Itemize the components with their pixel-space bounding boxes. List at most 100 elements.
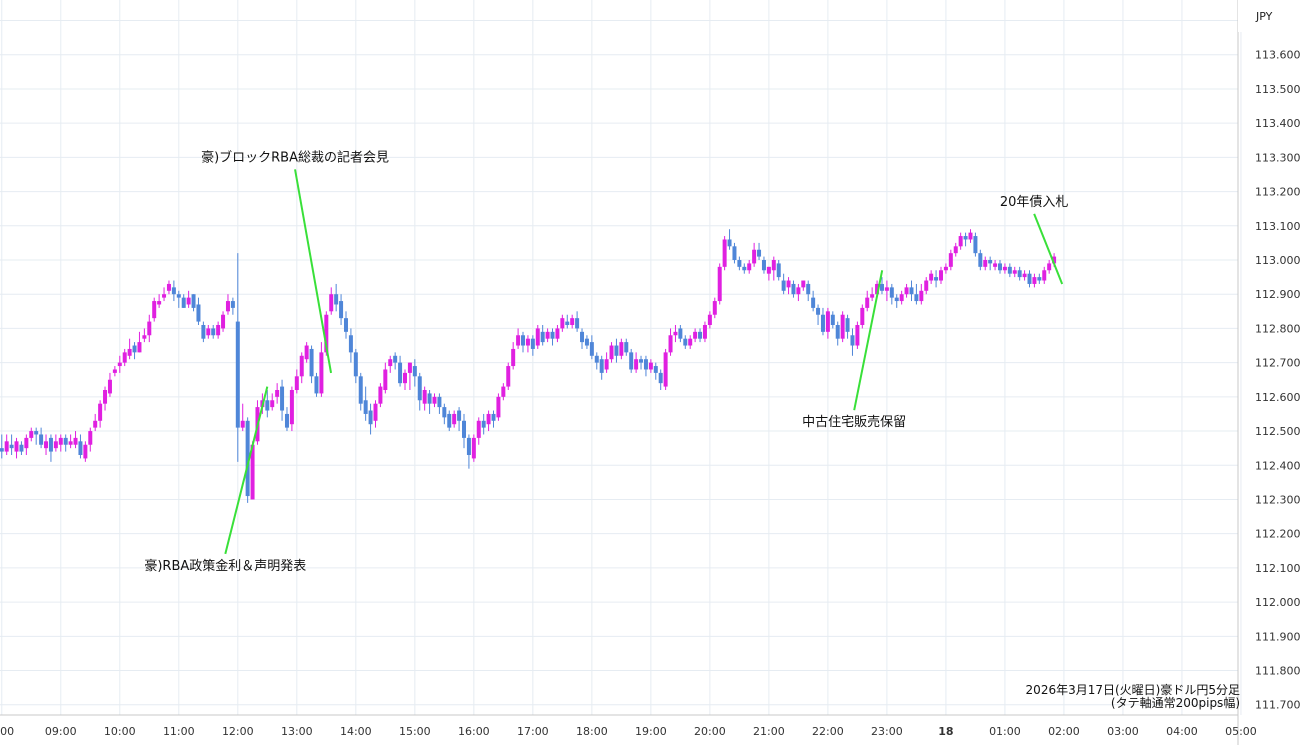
- candle-body: [1037, 277, 1042, 281]
- candle-body: [722, 239, 727, 267]
- annotation-line: [1033, 213, 1064, 285]
- candle-body: [1022, 273, 1027, 278]
- candle-body: [820, 314, 825, 332]
- y-tick-label: 113.200: [1255, 186, 1300, 199]
- candle-body: [383, 369, 388, 390]
- time-axis[interactable]: 8:00 09:00 10:00 11:00 12:00 13:00 14:00 15:00 1…: [0, 714, 1257, 738]
- candle-body: [481, 420, 486, 428]
- candle-body: [806, 283, 811, 295]
- candle-body: [250, 444, 255, 500]
- x-tick-label: 13:00: [281, 725, 313, 738]
- candle-body: [825, 311, 830, 332]
- candle-body: [904, 287, 909, 295]
- candle-body: [181, 297, 186, 308]
- y-tick-label: 112.800: [1255, 322, 1300, 335]
- annotation-label: 豪)ブロックRBA総裁の記者会見: [201, 149, 389, 165]
- candle-body: [948, 253, 953, 267]
- candle-body: [427, 393, 432, 404]
- candle-body: [643, 359, 648, 370]
- candle-body: [270, 400, 275, 408]
- x-tick-label: 17:00: [517, 725, 549, 738]
- candle-body: [516, 335, 521, 346]
- candle-body: [678, 328, 683, 339]
- candle-body: [786, 280, 791, 288]
- candle-body: [314, 376, 319, 394]
- candle-body: [452, 413, 457, 425]
- candle-body: [879, 283, 884, 291]
- candle-body: [0, 448, 4, 452]
- candle-body: [83, 444, 88, 459]
- caption-line-2: (タテ軸通常200pips幅): [1110, 696, 1240, 710]
- candle-body: [565, 321, 570, 325]
- candle-body: [1027, 273, 1032, 284]
- candle-body: [550, 331, 555, 339]
- candle-body: [845, 318, 850, 332]
- candle-bodies: [0, 232, 1057, 500]
- candle-body: [103, 390, 108, 404]
- candle-body: [162, 294, 167, 298]
- candle-body: [294, 376, 299, 390]
- y-tick-label: 112.600: [1255, 391, 1300, 404]
- candle-body: [850, 335, 855, 346]
- candle-body: [673, 331, 678, 336]
- candle-body: [634, 359, 639, 370]
- x-tick-label: 21:00: [753, 725, 785, 738]
- candle-body: [712, 301, 717, 315]
- candle-body: [875, 283, 880, 295]
- candle-body: [761, 260, 766, 271]
- candle-body: [486, 413, 491, 425]
- candle-body: [835, 325, 840, 339]
- candle-body: [299, 355, 304, 377]
- candle-body: [584, 338, 589, 346]
- candle-body: [702, 325, 707, 339]
- candle-body: [757, 249, 762, 257]
- candle-body: [319, 352, 324, 394]
- candle-body: [343, 318, 348, 332]
- candle-body: [801, 280, 806, 288]
- candle-body: [580, 331, 585, 343]
- x-tick-label: 18: [938, 725, 953, 738]
- x-tick-label: 10:00: [104, 725, 136, 738]
- candle-body: [432, 396, 437, 404]
- candle-body: [122, 352, 127, 363]
- candle-body: [914, 294, 919, 302]
- candle-body: [329, 294, 334, 312]
- y-tick-label: 113.500: [1255, 83, 1300, 96]
- x-tick-label: 02:00: [1048, 725, 1080, 738]
- y-tick-label: 112.900: [1255, 288, 1300, 301]
- candle-body: [1052, 256, 1057, 264]
- candle-body: [589, 342, 594, 356]
- candle-body: [653, 366, 658, 373]
- candle-body: [240, 420, 245, 428]
- candle-body: [29, 431, 34, 438]
- annotation-label: 20年債入札: [1000, 195, 1069, 210]
- candle-body: [525, 338, 530, 346]
- candle-body: [604, 359, 609, 370]
- candle-body: [668, 335, 673, 353]
- candle-body: [540, 331, 545, 343]
- candle-body: [211, 328, 216, 336]
- candle-body: [407, 362, 412, 373]
- candle-body: [732, 246, 737, 260]
- price-axis[interactable]: 113.700113.600113.500113.400113.300113.2…: [1237, 0, 1300, 745]
- candle-body: [855, 325, 860, 346]
- candle-body: [393, 355, 398, 363]
- candle-body: [378, 386, 383, 404]
- candle-body: [34, 431, 39, 435]
- y-tick-label: 113.600: [1255, 49, 1300, 62]
- candle-body: [1042, 270, 1047, 281]
- candle-body: [196, 304, 201, 322]
- x-tick-label: 01:00: [989, 725, 1021, 738]
- currency-label: JPY: [1256, 10, 1273, 23]
- candle-body: [663, 352, 668, 387]
- candle-body: [402, 372, 407, 384]
- candle-body: [9, 444, 14, 449]
- candle-body: [289, 390, 294, 425]
- candle-body: [206, 328, 211, 336]
- candle-body: [496, 396, 501, 418]
- candle-body: [358, 376, 363, 404]
- candle-body: [973, 236, 978, 254]
- candle-body: [176, 294, 181, 298]
- candle-body: [683, 338, 688, 346]
